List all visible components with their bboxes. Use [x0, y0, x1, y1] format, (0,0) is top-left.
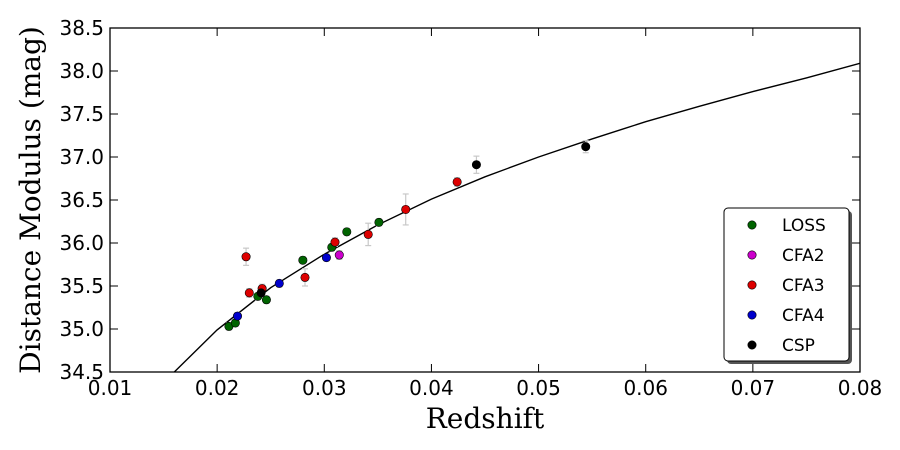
y-tick-label: 37.0: [59, 145, 104, 169]
data-point-loss: [342, 227, 352, 237]
legend-box: [723, 207, 850, 362]
x-tick-label: 0.07: [731, 376, 776, 400]
data-point-cfa4: [233, 311, 243, 321]
plot-area: [173, 62, 860, 372]
data-point-cfa3: [401, 204, 411, 214]
data-point-cfa3: [241, 252, 251, 262]
x-tick-label: 0.03: [302, 376, 347, 400]
y-tick-label: 35.0: [59, 317, 104, 341]
x-tick-label: 0.06: [623, 376, 668, 400]
y-tick-label: 38.5: [59, 16, 104, 40]
y-tick-label: 34.5: [59, 360, 104, 384]
legend: LOSS CFA2 CFA3 CFA4 CSP: [723, 207, 852, 364]
x-tick-label: 0.01: [88, 376, 133, 400]
legend-label-loss: LOSS: [782, 216, 826, 236]
data-point-loss: [374, 217, 384, 227]
data-point-cfa3: [330, 237, 340, 247]
data-point-loss: [298, 255, 308, 265]
data-point-cfa4: [274, 278, 284, 288]
y-tick-label: 36.0: [59, 231, 104, 255]
x-tick-label: 0.02: [195, 376, 240, 400]
y-axis-title: Distance Modulus (mag): [14, 26, 47, 374]
x-tick-label: 0.08: [838, 376, 883, 400]
y-tick-label: 36.5: [59, 188, 104, 212]
data-point-cfa3: [452, 177, 462, 187]
data-point-cfa3: [300, 272, 310, 282]
data-point-loss: [261, 295, 271, 305]
data-point-csp: [581, 142, 591, 152]
legend-label-cfa4: CFA4: [782, 306, 825, 326]
data-point-csp: [256, 288, 266, 298]
legend-label-cfa2: CFA2: [782, 246, 825, 266]
legend-marker-cfa4: [747, 310, 757, 320]
y-tick-label: 35.5: [59, 274, 104, 298]
legend-label-csp: CSP: [782, 336, 815, 356]
legend-label-cfa3: CFA3: [782, 276, 825, 296]
x-axis-title: Redshift: [426, 402, 545, 435]
y-tick-label: 38.0: [59, 59, 104, 83]
legend-marker-cfa3: [747, 280, 757, 290]
x-tick-label: 0.05: [516, 376, 561, 400]
y-tick-label: 37.5: [59, 102, 104, 126]
data-point-cfa3: [244, 288, 254, 298]
data-point-csp: [471, 160, 481, 170]
axes: 0.01 0.02 0.03 0.04 0.05 0.06 0.07 0.08 34.5 35.0…: [59, 16, 882, 400]
x-tick-label: 0.04: [409, 376, 454, 400]
data-point-cfa3: [363, 229, 373, 239]
data-point-cfa2: [334, 250, 344, 260]
legend-marker-csp: [747, 340, 757, 350]
data-point-cfa4: [321, 253, 331, 263]
legend-marker-cfa2: [747, 250, 757, 260]
legend-marker-loss: [747, 220, 757, 230]
